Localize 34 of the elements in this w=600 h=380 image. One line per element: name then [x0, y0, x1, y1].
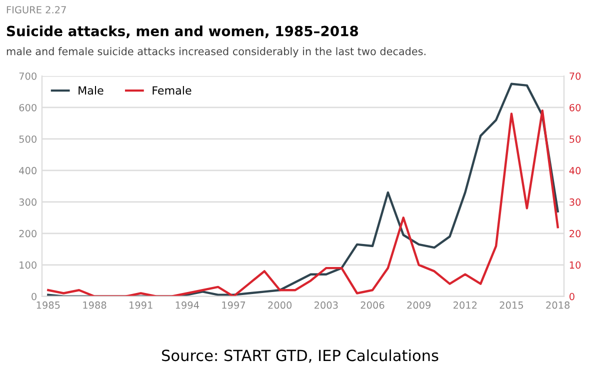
y-tick-label: 600 [19, 104, 36, 112]
y2-tick-label: 70 [570, 72, 581, 80]
x-tick-label: 1997 [222, 301, 246, 309]
y2-tick-label: 20 [570, 230, 581, 238]
chart-subtitle: male and female suicide attacks increased considerably in the last two decades. [6, 47, 426, 58]
y-tick-label: 700 [19, 72, 36, 80]
x-tick-label: 1991 [130, 301, 152, 309]
caption: FIGURE 2.27 [6, 6, 66, 14]
x-tick-label: 2003 [314, 301, 338, 309]
y2-tick-label: 0 [570, 292, 574, 300]
x-tick-label: 1985 [36, 301, 60, 309]
y-tick-label: 200 [19, 230, 36, 238]
y2-tick-label: 50 [570, 135, 581, 143]
x-tick-label: 2006 [360, 301, 384, 309]
x-tick-label: 2009 [407, 301, 431, 309]
y-tick-label: 400 [19, 166, 36, 174]
x-tick-label: 2000 [268, 301, 292, 309]
y-tick-label: 0 [32, 292, 36, 300]
y2-tick-label: 40 [569, 166, 581, 174]
legend-label: Male [78, 86, 104, 95]
y-tick-label: 500 [19, 135, 36, 143]
y2-tick-label: 60 [570, 104, 581, 112]
chart-title: Suicide attacks, men and women, 1985–2018 [6, 26, 358, 38]
x-tick-label: 1994 [176, 301, 199, 309]
y2-tick-label: 30 [570, 198, 581, 206]
x-tick-label: 2012 [454, 301, 477, 309]
y2-tick-label: 10 [570, 261, 581, 269]
source-note: Source: START GTD, IEP Calculations [162, 349, 438, 363]
x-tick-label: 2018 [546, 301, 570, 309]
x-tick-label: 2015 [500, 301, 524, 309]
y-tick-label: 100 [20, 261, 36, 269]
x-tick-label: 1988 [83, 301, 106, 309]
legend-label: Female [152, 86, 192, 95]
y-tick-label: 300 [19, 198, 36, 206]
